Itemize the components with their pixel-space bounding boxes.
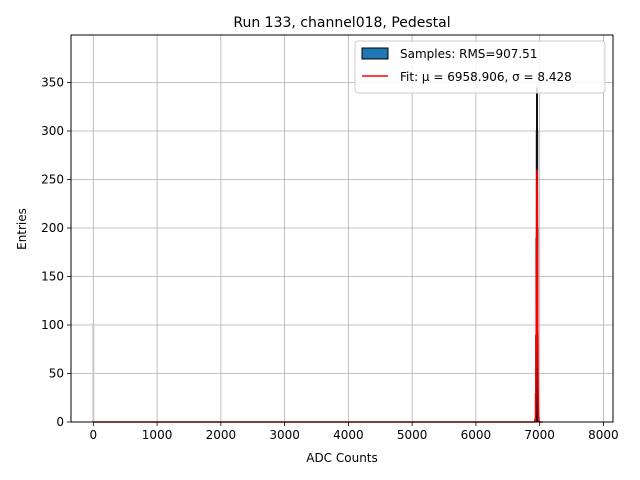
x-axis: 0 1000 2000 3000 4000 5000 6000 7000 8000 — [89, 422, 619, 442]
y-tick-label: 200 — [41, 221, 64, 235]
x-tick-label: 4000 — [333, 428, 364, 442]
y-axis-label: Entries — [15, 208, 29, 250]
x-tick-label: 6000 — [461, 428, 492, 442]
plot-frame — [70, 34, 614, 423]
x-tick-label: 1000 — [142, 428, 173, 442]
histogram-series — [92, 87, 540, 422]
x-tick-label: 2000 — [206, 428, 237, 442]
x-tick-label: 7000 — [524, 428, 555, 442]
y-tick-label: 50 — [49, 367, 64, 381]
legend: Samples: RMS=907.51 Fit: μ = 6958.906, σ… — [354, 40, 606, 94]
y-axis: 0 50 100 150 200 250 300 350 — [41, 76, 71, 429]
chart-title: Run 133, channel018, Pedestal — [233, 15, 450, 31]
fit-curve — [93, 169, 543, 423]
x-tick-label: 8000 — [588, 428, 619, 442]
legend-samples-swatch — [361, 47, 389, 60]
legend-box — [354, 40, 606, 94]
y-tick-label: 0 — [56, 415, 64, 429]
y-tick-label: 300 — [41, 124, 64, 138]
y-tick-label: 100 — [41, 318, 64, 332]
x-axis-label: ADC Counts — [306, 451, 378, 465]
x-tick-label: 5000 — [397, 428, 428, 442]
y-tick-label: 250 — [41, 173, 64, 187]
legend-fit-label: Fit: μ = 6958.906, σ = 8.428 — [400, 70, 572, 84]
y-tick-label: 150 — [41, 270, 64, 284]
x-tick-label: 3000 — [269, 428, 300, 442]
fit-series — [93, 169, 543, 423]
x-tick-label: 0 — [89, 428, 97, 442]
histogram-bar — [92, 323, 95, 422]
legend-samples-label: Samples: RMS=907.51 — [400, 47, 537, 61]
grid — [71, 35, 613, 423]
y-tick-label: 350 — [41, 76, 64, 90]
